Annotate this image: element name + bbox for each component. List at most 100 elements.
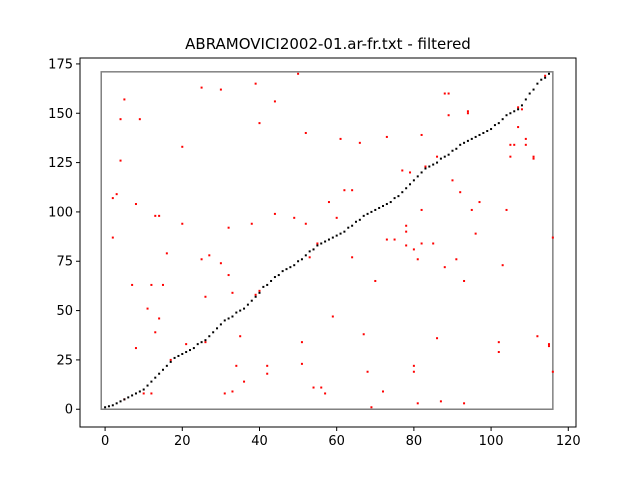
candidate-point [544,74,547,77]
candidate-point [134,203,137,206]
candidate-point [366,370,369,373]
candidate-point [219,88,222,91]
alignment-point [320,242,323,245]
plot-area [79,57,577,428]
candidate-point [320,386,323,389]
candidate-point [463,402,466,405]
y-tick-label: 25 [56,353,73,368]
alignment-point [459,143,462,146]
alignment-point [131,394,134,397]
chart-title: ABRAMOVICI2002-01.ar-fr.txt - filtered [185,35,471,53]
candidate-point [161,283,164,286]
candidate-point [185,343,188,346]
candidate-point [297,72,300,75]
candidate-point [273,100,276,103]
candidate-point [412,370,415,373]
candidate-point [478,201,481,204]
alignment-point [424,167,427,170]
alignment-point [119,400,122,403]
candidate-point [416,258,419,261]
candidate-point [243,380,246,383]
alignment-point [173,356,176,359]
alignment-point [262,285,265,288]
alignment-point [540,78,543,81]
alignment-point [447,153,450,156]
alignment-point [293,264,296,267]
candidate-point [385,238,388,241]
candidate-point [204,341,207,344]
alignment-point [246,303,249,306]
candidate-point [370,406,373,409]
alignment-point [243,307,246,310]
alignment-point [115,402,118,405]
candidate-point [351,256,354,259]
candidate-point [412,364,415,367]
alignment-point [493,124,496,127]
candidate-point [250,222,253,225]
alignment-point [416,175,419,178]
alignment-point [266,283,269,286]
alignment-point [285,268,288,271]
alignment-point [316,244,319,247]
candidate-point [424,165,427,168]
alignment-point [297,260,300,263]
candidate-point [497,341,500,344]
candidate-point [142,392,145,395]
alignment-point [196,343,199,346]
candidate-point [551,236,554,239]
x-tick-label: 100 [479,434,504,449]
candidate-point [150,283,153,286]
candidate-point [447,114,450,117]
candidate-point [227,226,230,229]
x-axis: 0 20 40 60 80 100 120 [101,427,581,449]
candidate-point [532,157,535,160]
candidate-point [254,82,257,85]
candidate-point [451,179,454,182]
alignment-point [466,139,469,142]
x-tick-label: 120 [556,434,581,449]
candidate-point [343,189,346,192]
candidate-point [497,351,500,354]
candidate-point [416,402,419,405]
alignment-point [412,179,415,182]
alignment-point [300,258,303,261]
candidate-point [455,258,458,261]
candidate-point [304,131,307,134]
candidate-point [520,108,523,111]
candidate-point [158,214,161,217]
candidate-point [524,143,527,146]
candidate-point [420,208,423,211]
candidate-point [466,110,469,113]
candidate-point [447,92,450,95]
candidate-point [474,232,477,235]
candidate-point [115,193,118,196]
candidate-point [524,137,527,140]
candidate-point [436,155,439,158]
candidate-point [134,347,137,350]
y-tick-label: 75 [56,255,73,270]
candidate-point [227,274,230,277]
alignment-point [177,354,180,357]
alignment-point [536,82,539,85]
candidate-point [327,201,330,204]
candidate-point [401,169,404,172]
alignment-point [231,315,234,318]
alignment-point [146,384,149,387]
candidate-point [443,266,446,269]
alignment-point [486,130,489,133]
alignment-point [127,396,130,399]
alignment-point [532,88,535,91]
alignment-point [439,157,442,160]
x-tick-label: 20 [174,434,191,449]
candidate-point [358,141,361,144]
candidate-point [339,137,342,140]
alignment-point [254,295,257,298]
candidate-point [123,98,126,101]
candidate-point [405,224,408,227]
candidate-point [420,242,423,245]
alignment-point [420,171,423,174]
alignment-point [335,234,338,237]
alignment-point [289,266,292,269]
alignment-point [436,161,439,164]
data-points [104,72,554,409]
